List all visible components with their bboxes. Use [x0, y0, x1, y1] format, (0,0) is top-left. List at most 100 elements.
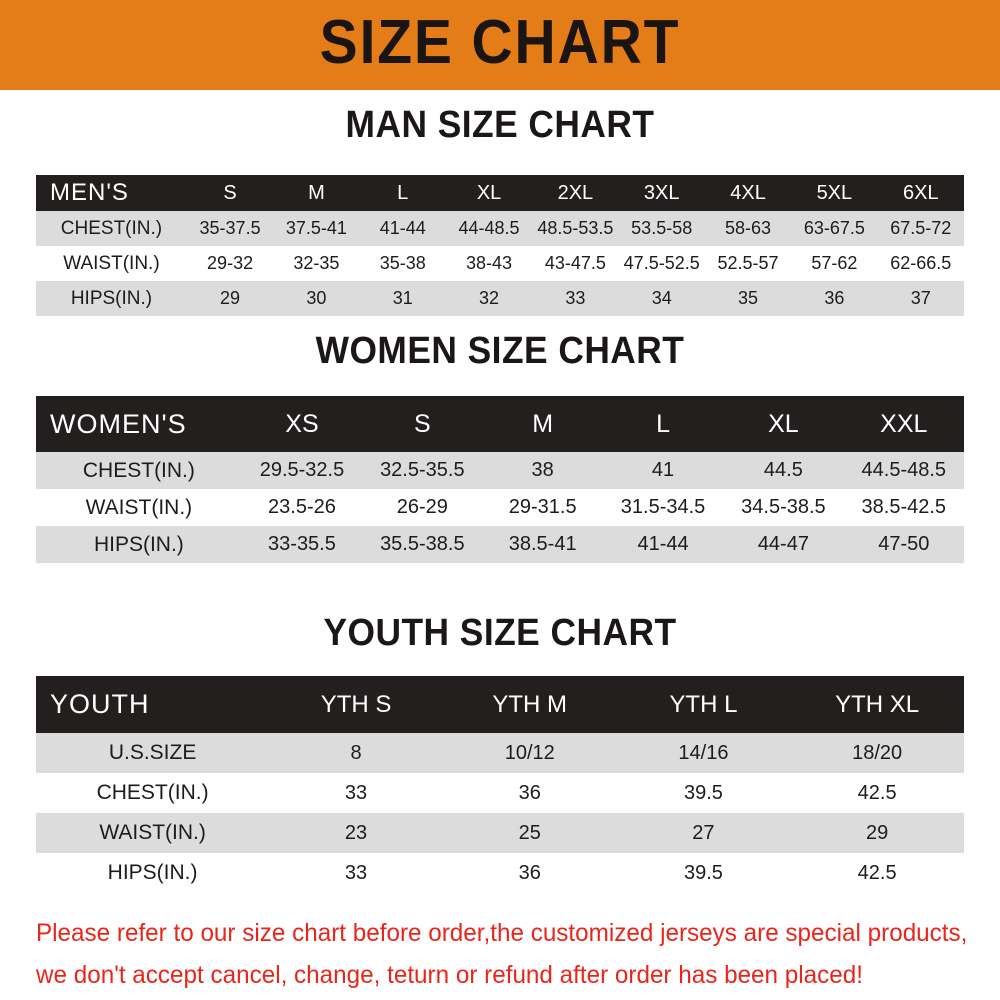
- women-table-body: CHEST(IN.) 29.5-32.5 32.5-35.5 38 41 44.5 44.5…: [36, 452, 964, 563]
- table-row: CHEST(IN.) 29.5-32.5 32.5-35.5 38 41 44.5 44.5…: [36, 452, 964, 489]
- table-cell: 37: [910, 288, 931, 308]
- column-header-xs: XS: [285, 409, 319, 438]
- youth-size-table: YOUTH YTH S YTH M YTH L YTH XL U.S.SIZE 8 10/1…: [36, 676, 964, 893]
- column-header-yth-l: YTH L: [669, 690, 738, 718]
- column-header-s: S: [413, 409, 431, 438]
- top-banner: SIZE CHART: [0, 0, 1000, 90]
- column-header-m: M: [532, 409, 554, 438]
- column-header-yth-xl: YTH XL: [835, 690, 920, 718]
- table-cell: 44-47: [757, 533, 809, 555]
- table-cell: 33: [565, 288, 586, 308]
- table-cell: 39.5: [683, 861, 723, 884]
- table-cell: 42.5: [857, 861, 897, 884]
- column-header-xxl: XXL: [880, 409, 928, 438]
- table-cell: 36: [518, 861, 541, 884]
- table-row: U.S.SIZE 8 10/12 14/16 18/20: [36, 733, 964, 773]
- man-size-table: MEN'S S M L XL 2XL 3XL 4XL 5XL 6XL CHEST(IN.) 35-3…: [36, 175, 964, 316]
- table-cell: 58-63: [725, 218, 772, 238]
- youth-section-title: YOUTH SIZE CHART: [323, 612, 677, 654]
- table-cell: 41: [651, 459, 675, 481]
- table-cell: 10/12: [504, 741, 555, 764]
- table-cell: 43-47.5: [544, 253, 606, 273]
- man-table-body: CHEST(IN.) 35-37.5 37.5-41 41-44 44-48.5 48.5…: [36, 211, 964, 316]
- man-header-label: MEN'S: [50, 179, 129, 206]
- table-cell: 23.5-26: [268, 496, 336, 518]
- banner-title: SIZE CHART: [319, 8, 681, 77]
- table-cell: 29.5-32.5: [259, 459, 345, 481]
- table-row: WAIST(IN.) 23.5-26 26-29 29-31.5 31.5-34.5 34…: [36, 489, 964, 526]
- youth-header-label: YOUTH: [50, 689, 150, 719]
- table-cell: 47-50: [878, 533, 930, 555]
- table-cell: 32: [479, 288, 500, 308]
- table-cell: 41-44: [379, 218, 426, 238]
- row-label: WAIST(IN.): [85, 495, 193, 519]
- table-cell: 38.5-41: [508, 533, 577, 555]
- table-cell: 33-35.5: [268, 533, 336, 555]
- table-row: CHEST(IN.) 35-37.5 37.5-41 41-44 44-48.5 48.5…: [36, 211, 964, 246]
- row-label: U.S.SIZE: [108, 741, 197, 764]
- table-cell: 44-48.5: [458, 218, 520, 238]
- row-label: HIPS(IN.): [93, 532, 184, 556]
- table-cell: 35: [738, 288, 759, 308]
- table-cell: 27: [692, 821, 715, 844]
- table-cell: 63-67.5: [803, 218, 865, 238]
- table-header-row: YOUTH YTH S YTH M YTH L YTH XL: [36, 676, 964, 733]
- table-cell: 32-35: [293, 253, 340, 273]
- column-header-m: M: [308, 181, 325, 204]
- table-cell: 41-44: [637, 533, 689, 555]
- table-cell: 38: [531, 459, 554, 481]
- table-cell: 34.5-38.5: [741, 496, 826, 518]
- table-cell: 38.5-42.5: [861, 496, 947, 518]
- table-cell: 32.5-35.5: [380, 459, 465, 481]
- table-cell: 53.5-58: [631, 218, 693, 238]
- footer-disclaimer: Please refer to our size chart before or…: [36, 912, 976, 996]
- table-cell: 8: [350, 741, 362, 764]
- table-cell: 14/16: [678, 741, 729, 764]
- table-cell: 48.5-53.5: [537, 218, 614, 238]
- table-cell: 25: [518, 821, 541, 844]
- table-cell: 52.5-57: [717, 253, 779, 273]
- table-row: CHEST(IN.) 33 36 39.5 42.5: [36, 773, 964, 813]
- column-header-l: L: [397, 181, 409, 204]
- column-header-xl: XL: [476, 181, 502, 204]
- table-cell: 29: [866, 821, 889, 844]
- man-table-header: MEN'S S M L XL 2XL 3XL 4XL 5XL 6XL: [36, 175, 964, 211]
- table-cell: 47.5-52.5: [623, 253, 700, 273]
- table-cell: 35-38: [379, 253, 426, 273]
- table-cell: 33: [344, 861, 368, 884]
- table-cell: 44.5: [763, 459, 803, 481]
- table-cell: 26-29: [396, 496, 448, 518]
- table-cell: 62-66.5: [890, 253, 952, 273]
- table-cell: 29-31.5: [508, 496, 577, 518]
- table-cell: 37.5-41: [285, 218, 347, 238]
- man-section-title: MAN SIZE CHART: [345, 104, 655, 146]
- table-cell: 35-37.5: [199, 218, 261, 238]
- column-header-3xl: 3XL: [643, 181, 680, 204]
- table-header-row: WOMEN'S XS S M L XL XXL: [36, 396, 964, 452]
- column-header-s: S: [223, 181, 237, 204]
- row-label: CHEST(IN.): [96, 781, 209, 804]
- women-section-title: WOMEN SIZE CHART: [315, 330, 685, 372]
- youth-table-body: U.S.SIZE 8 10/12 14/16 18/20 CHEST(IN.) 33 36 39…: [36, 733, 964, 893]
- row-label: HIPS(IN.): [107, 861, 198, 884]
- women-size-table: WOMEN'S XS S M L XL XXL CHEST(IN.) 29.5-32.5 32.…: [36, 396, 964, 563]
- youth-table-header: YOUTH YTH S YTH M YTH L YTH XL: [36, 676, 964, 733]
- row-label: WAIST(IN.): [63, 252, 160, 274]
- women-table-header: WOMEN'S XS S M L XL XXL: [36, 396, 964, 452]
- row-label: CHEST(IN.): [60, 217, 163, 239]
- column-header-yth-m: YTH M: [492, 690, 568, 718]
- table-row: WAIST(IN.) 29-32 32-35 35-38 38-43 43-47.5 47.…: [36, 246, 964, 281]
- table-cell: 29-32: [207, 253, 254, 273]
- table-cell: 44.5-48.5: [861, 459, 947, 481]
- table-cell: 67.5-72: [890, 218, 952, 238]
- table-cell: 57-62: [811, 253, 858, 273]
- row-label: WAIST(IN.): [99, 821, 206, 844]
- table-row: WAIST(IN.) 23 25 27 29: [36, 813, 964, 853]
- table-cell: 29: [220, 288, 241, 308]
- table-cell: 39.5: [683, 781, 723, 804]
- table-cell: 31.5-34.5: [620, 496, 706, 518]
- footer-line-2: we don't accept cancel, change, teturn o…: [36, 961, 863, 989]
- column-header-4xl: 4XL: [730, 181, 766, 204]
- table-cell: 33: [344, 781, 368, 804]
